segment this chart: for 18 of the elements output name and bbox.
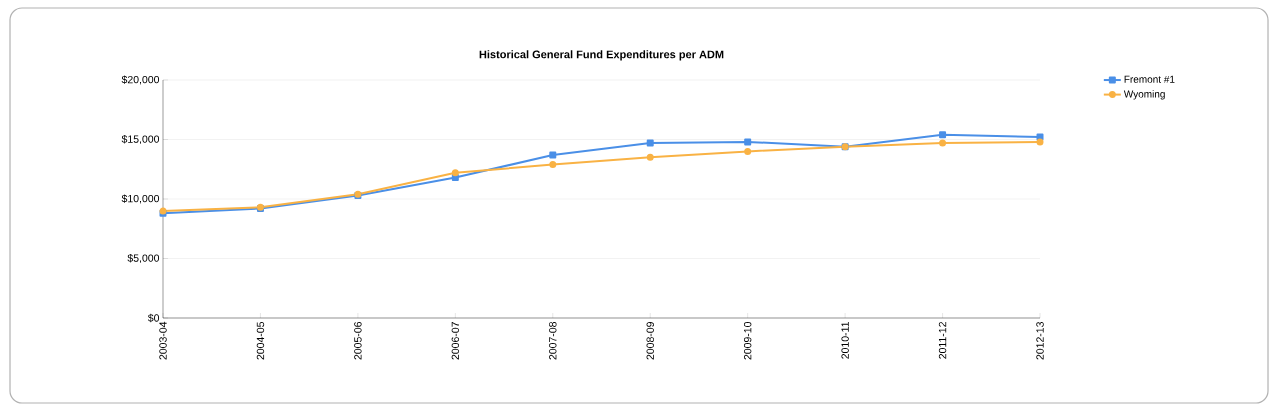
- y-tick-label: $0: [147, 313, 160, 323]
- x-tick-label: 2012-13: [1036, 321, 1044, 360]
- x-tick-label: 2010-11: [841, 322, 849, 359]
- y-tick-label: $15,000: [121, 134, 160, 145]
- x-tick-label: 2005-06: [354, 321, 362, 360]
- x-tick-label: 2004-05: [256, 321, 265, 360]
- y-tick-label: $5,000: [127, 253, 160, 264]
- x-tick-label: 2009-10: [743, 321, 752, 360]
- x-tick-label: 2011-12: [938, 322, 947, 359]
- chart-title: Historical General Fund Expenditures per ADM: [479, 50, 724, 61]
- y-tick-label: $20,000: [121, 75, 160, 85]
- x-tick-label: 2006-07: [451, 322, 460, 360]
- x-tick-label: 2003-04: [159, 321, 167, 360]
- y-tick-label: $10,000: [121, 194, 160, 204]
- x-tick-label: 2008-09: [646, 322, 654, 360]
- x-tick-label: 2007-08: [549, 321, 557, 360]
- legend-label: Wyoming: [1123, 90, 1165, 100]
- legend-label: Fremont #1: [1124, 75, 1175, 83]
